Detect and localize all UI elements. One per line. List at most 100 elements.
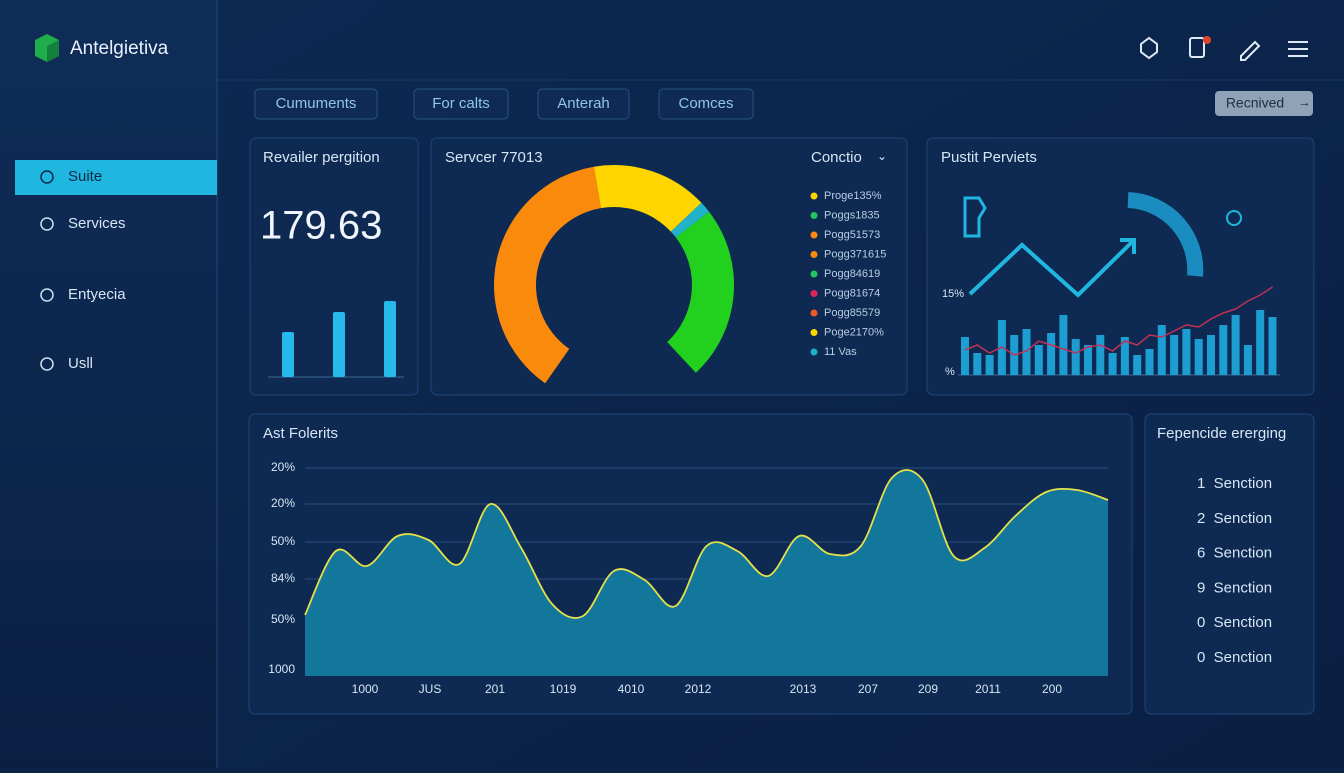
nav-icon [40,170,54,184]
tab-label[interactable]: Anterah [557,95,610,112]
bar [1133,355,1142,375]
bar [282,332,294,377]
x-tick-label: 2013 [790,682,817,696]
bar [1022,329,1031,375]
x-tick-label: 4010 [618,682,645,696]
bar [1084,345,1092,375]
tab[interactable] [254,88,378,120]
bar [1059,315,1068,375]
legend-swatch [810,290,818,297]
logo [35,34,59,62]
nav-active [15,160,217,195]
y-tick-label: 84% [271,571,295,585]
nav-icon [40,217,54,231]
legend-label: Poggs1835 [824,209,880,221]
area-line [304,469,1109,619]
legend-swatch [810,329,818,336]
bar [1047,333,1056,375]
bar [1243,345,1252,375]
y-tick-label: 1000 [268,662,295,676]
list-item[interactable]: 0 Senction [1197,649,1272,666]
list-item[interactable]: 6 Senction [1197,545,1272,562]
nav-icon [40,288,54,302]
dropdown-caret: ⌄ [877,149,887,163]
bar [985,355,994,375]
bar [333,312,345,377]
bar [1182,329,1191,375]
axis-label: 15% [942,288,964,300]
x-tick-label: 209 [918,682,938,696]
trend-line [964,286,1273,356]
nav-item[interactable]: Suite [68,168,102,185]
kpi-value: 179.63 [260,204,382,248]
legend-label: Pogg371615 [824,248,886,260]
tab-label[interactable]: Cumuments [276,95,357,112]
x-tick-label: 207 [858,682,878,696]
legend-swatch [810,231,818,239]
x-tick-label: JUS [419,682,442,696]
bar [1157,325,1166,375]
bar [1268,317,1277,375]
brand: Antelgietiva [70,38,169,59]
legend-label: Poge2170% [824,326,884,338]
bar [1108,353,1117,375]
gauge-segment [667,211,734,373]
y-tick-label: 20% [271,496,295,510]
tab-label[interactable]: Comces [678,95,733,112]
legend-swatch [810,348,818,356]
x-tick-label: 200 [1042,682,1062,696]
gauge-segment [670,202,710,238]
legend-label: Pogg51573 [824,229,880,241]
gauge-segment [494,166,601,384]
action-label[interactable]: Recnived [1226,95,1284,111]
sidebar [0,0,217,768]
panel-title: Fepencide ererging [1157,425,1286,442]
tab[interactable] [658,88,754,120]
nav-item[interactable]: Services [68,215,126,232]
legend-swatch [810,212,818,219]
y-tick-label: 20% [271,460,295,474]
x-tick-label: 201 [485,682,505,696]
bar [1194,339,1203,375]
axis-label: % [945,366,955,378]
legend-label: Pogg85579 [824,307,880,319]
bar [973,353,982,375]
x-tick-label: 2011 [975,682,1001,696]
legend-label: Proge135% [824,190,882,202]
nav-icon [40,357,54,371]
bar [961,337,969,375]
bar [1256,310,1265,375]
bar [1034,345,1043,375]
tab[interactable] [537,88,630,120]
header-icons [1140,36,1308,61]
bar [1071,339,1080,375]
panel [926,137,1315,396]
action-button[interactable] [1215,91,1313,116]
list-item[interactable]: 2 Senction [1197,510,1272,527]
panel-title: Pustit Perviets [941,149,1037,166]
bar [1096,335,1105,375]
list-item[interactable]: 0 Senction [1197,614,1272,631]
dropdown[interactable]: Conctio [811,149,862,166]
legend-swatch [810,192,818,200]
bar [1145,349,1154,375]
list-item[interactable]: 9 Senction [1197,579,1272,596]
bar [1207,335,1215,375]
x-tick-label: 1019 [550,682,577,696]
list-item[interactable]: 1 Senction [1197,475,1272,492]
legend-swatch [810,251,818,258]
panel-title: Ast Folerits [263,425,338,442]
nav-item[interactable]: Usll [68,355,93,372]
y-tick-label: 50% [271,612,295,626]
action-arrow: → [1298,94,1311,109]
area-fill [305,469,1108,676]
tab-label[interactable]: For calts [432,95,490,112]
panel [1144,413,1315,715]
tab[interactable] [413,88,509,120]
bar [1120,337,1129,375]
legend-swatch [810,309,818,317]
bar [1231,315,1240,375]
nav-item[interactable]: Entyecia [68,286,126,303]
